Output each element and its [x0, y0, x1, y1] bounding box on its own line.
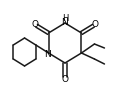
Text: O: O [61, 75, 68, 84]
Text: O: O [92, 20, 99, 29]
Text: N: N [44, 50, 51, 59]
Text: O: O [31, 20, 38, 29]
Text: N: N [62, 17, 68, 26]
Text: H: H [62, 14, 68, 22]
